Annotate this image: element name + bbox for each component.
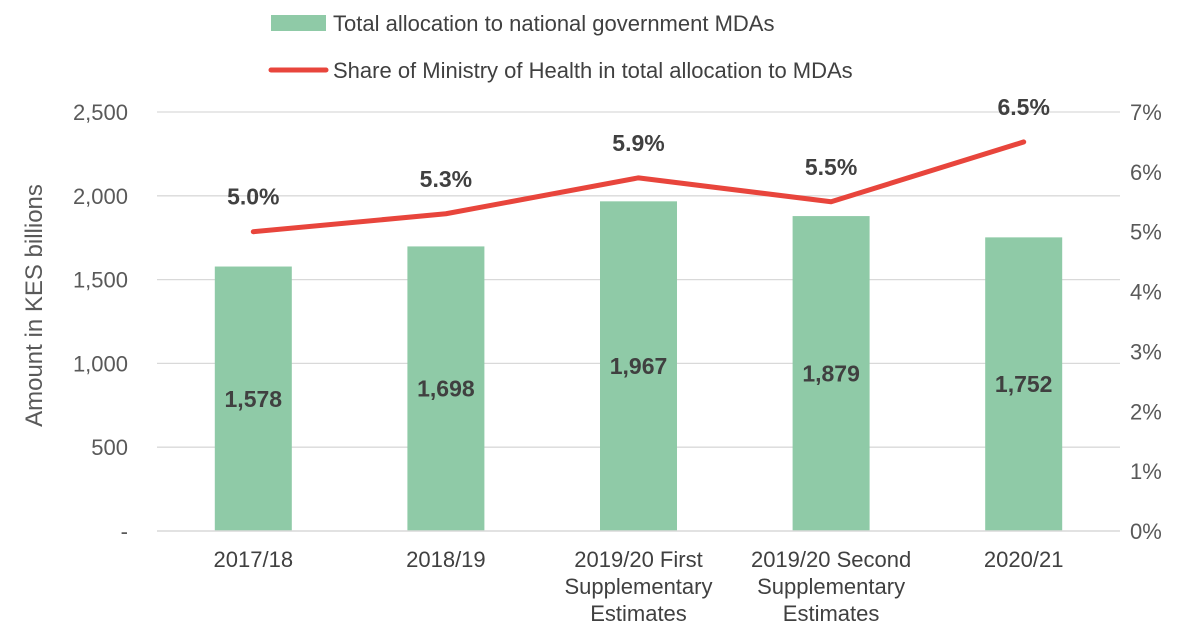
bar (600, 201, 677, 531)
y-axis-tick-label: 1,500 (73, 268, 128, 293)
category-label-line: 2018/19 (406, 547, 486, 572)
bar-data-label: 1,578 (225, 386, 283, 412)
y2-axis-tick-label: 7% (1130, 100, 1162, 125)
data-labels: 1,578 1,698 1,967 1,879 1,752 5.0% 5.3% 5.9% 5.5… (225, 94, 1053, 412)
bar-data-label: 1,879 (802, 361, 860, 387)
y2-axis-tick-label: 2% (1130, 399, 1162, 424)
y-axis-tick-label: - (121, 519, 128, 544)
category-label-line: Supplementary (757, 574, 905, 599)
legend-bar-swatch (271, 15, 326, 31)
legend-bar-label: Total allocation to national government … (333, 11, 774, 36)
bar (407, 246, 485, 531)
y-axis-tick-label: 2,500 (73, 100, 128, 125)
category-label-line: Estimates (590, 601, 687, 626)
y2-axis-tick-label: 1% (1130, 459, 1162, 484)
legend-line-label: Share of Ministry of Health in total all… (333, 58, 853, 83)
bar (792, 216, 870, 532)
y-axis-title: Amount in KES billions (21, 184, 48, 427)
x-axis-category-label: 2019/20 First Supplementary Estimates (565, 547, 713, 626)
line-series (250, 139, 1027, 235)
category-label-line: Supplementary (565, 574, 713, 599)
category-label-line: 2019/20 Second (751, 547, 911, 572)
y2-axis-tick-label: 0% (1130, 519, 1162, 544)
x-axis-category-label: 2020/21 (984, 547, 1064, 572)
axes: - 500 1,000 1,500 2,000 2,500 0% 1% 2% 3% 4% 5% 6% 7%… (21, 100, 1162, 626)
x-axis-category-label: 2019/20 Second Supplementary Estimates (751, 547, 911, 626)
y-axis-tick-label: 1,000 (73, 351, 128, 376)
y2-axis-tick-label: 4% (1130, 280, 1162, 305)
category-label-line: 2020/21 (984, 547, 1064, 572)
bar-data-label: 1,752 (995, 371, 1053, 397)
y2-axis-tick-label: 5% (1130, 220, 1162, 245)
bar-series (214, 201, 1063, 532)
line-data-label: 5.3% (420, 166, 472, 192)
x-axis-category-label: 2017/18 (214, 547, 294, 572)
bar-data-label: 1,698 (417, 376, 475, 402)
line-data-label: 5.0% (227, 184, 279, 210)
x-axis-category-label: 2018/19 (406, 547, 486, 572)
line-data-label: 5.9% (612, 130, 664, 156)
line-data-label: 6.5% (997, 94, 1049, 120)
y2-axis-tick-label: 6% (1130, 160, 1162, 185)
line-data-label: 5.5% (805, 154, 857, 180)
category-label-line: 2019/20 First (574, 547, 702, 572)
category-label-line: Estimates (783, 601, 880, 626)
category-label-line: 2017/18 (214, 547, 294, 572)
y-axis-tick-label: 2,000 (73, 184, 128, 209)
legend: Total allocation to national government … (268, 11, 853, 83)
bar (214, 266, 292, 531)
y2-axis-tick-label: 3% (1130, 339, 1162, 364)
y-axis-tick-label: 500 (91, 435, 128, 460)
bar-data-label: 1,967 (610, 353, 668, 379)
bar (985, 237, 1063, 531)
